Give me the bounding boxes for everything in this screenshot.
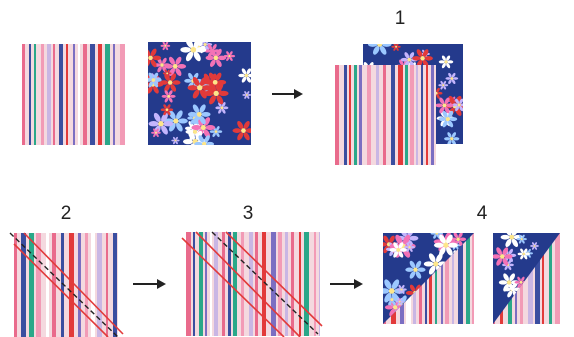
striped-fabric-swatch [22, 44, 125, 145]
arrow-right-icon [133, 279, 166, 289]
striped-square-front [335, 65, 436, 165]
step-number-1: 1 [395, 8, 406, 29]
arrow-right-icon [330, 279, 363, 289]
seam-line [13, 243, 109, 337]
step-3-square [181, 231, 323, 337]
dashed-diagonal-line [9, 232, 119, 337]
seam-line [181, 237, 285, 337]
arrow-right-icon [272, 89, 303, 99]
seam-line [225, 231, 323, 327]
dashed-cut-line [211, 231, 319, 335]
step-number-4: 4 [477, 203, 488, 224]
half-square-triangle-unit [493, 233, 560, 324]
seam-line [23, 232, 124, 335]
step-number-3: 3 [243, 203, 254, 224]
seam-line [195, 231, 301, 337]
floral-fabric-swatch [148, 42, 251, 145]
step-2-square [9, 232, 124, 337]
half-square-triangle-unit [383, 233, 474, 324]
step-number-2: 2 [61, 203, 72, 224]
